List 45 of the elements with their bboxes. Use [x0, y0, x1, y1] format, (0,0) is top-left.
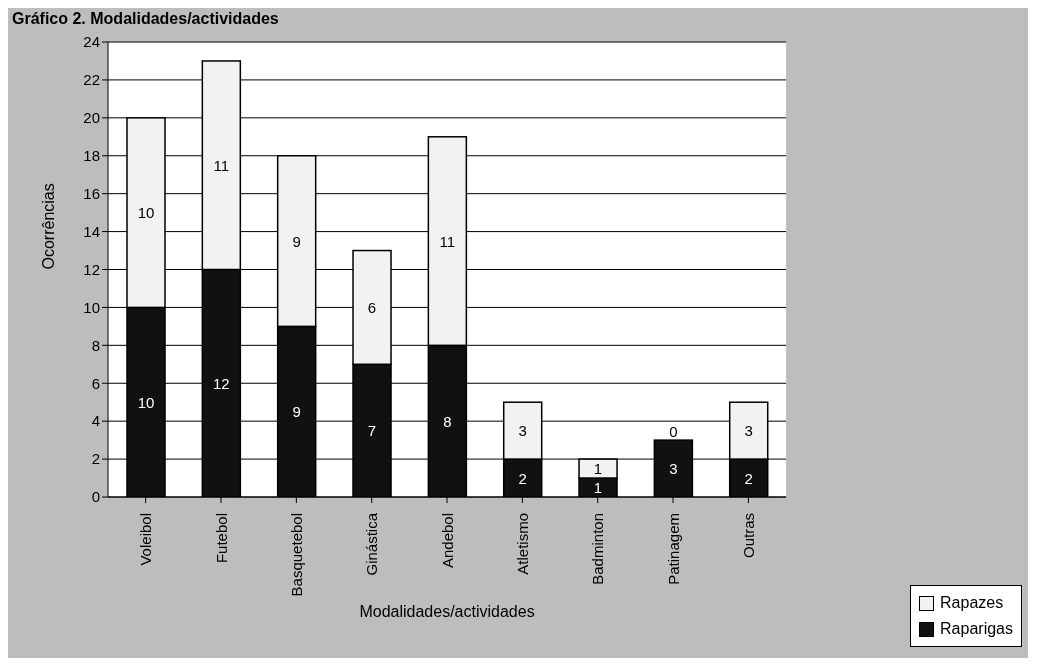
x-tick-label: Atletismo: [513, 513, 531, 575]
x-tick-label: Futebol: [212, 513, 230, 564]
chart-title: Gráfico 2. Modalidades/actividades: [11, 9, 280, 29]
y-axis-title: Ocorrências: [39, 183, 57, 270]
data-label: 10: [137, 204, 155, 222]
y-tick-label: 20: [83, 109, 100, 127]
data-label: 3: [669, 460, 678, 478]
data-label: 3: [518, 422, 527, 440]
y-tick-label: 0: [91, 488, 100, 506]
y-tick-label: 8: [91, 336, 100, 354]
x-axis-title: Modalidades/actividades: [359, 603, 535, 620]
data-label: 11: [439, 232, 456, 250]
data-label: 11: [213, 156, 230, 174]
data-label: 2: [518, 469, 527, 487]
y-tick-label: 12: [83, 260, 100, 278]
y-tick-label: 14: [83, 222, 100, 240]
data-label: 2: [744, 469, 753, 487]
x-tick-label: Voleibol: [137, 513, 155, 566]
data-label: 1: [593, 479, 603, 497]
x-tick-label: Ginástica: [363, 512, 381, 576]
y-tick-label: 18: [83, 147, 100, 165]
legend-label: Rapazes: [940, 593, 1004, 613]
data-label: 3: [744, 422, 753, 440]
y-tick-label: 22: [83, 71, 100, 89]
x-tick-label: Badminton: [589, 513, 607, 585]
data-label: 0: [669, 422, 678, 440]
data-label: 10: [137, 393, 155, 411]
data-label: 9: [292, 232, 301, 250]
y-tick-label: 16: [83, 184, 100, 202]
x-tick-label: Andebol: [438, 513, 456, 569]
data-label: 8: [443, 412, 452, 430]
y-tick-label: 4: [91, 412, 100, 430]
data-label: 12: [213, 374, 230, 392]
y-tick-label: 6: [91, 374, 100, 392]
data-label: 9: [292, 403, 301, 421]
data-label: 7: [367, 422, 377, 440]
data-label: 6: [367, 298, 377, 316]
y-tick-label: 10: [83, 298, 100, 316]
x-tick-label: Basquetebol: [287, 513, 305, 597]
legend-label: Raparigas: [940, 619, 1013, 639]
x-tick-label: Patinagem: [664, 513, 682, 585]
data-label: 1: [593, 460, 603, 478]
y-tick-label: 24: [83, 33, 100, 51]
y-tick-label: 2: [91, 450, 100, 468]
x-tick-label: Outras: [739, 513, 757, 559]
